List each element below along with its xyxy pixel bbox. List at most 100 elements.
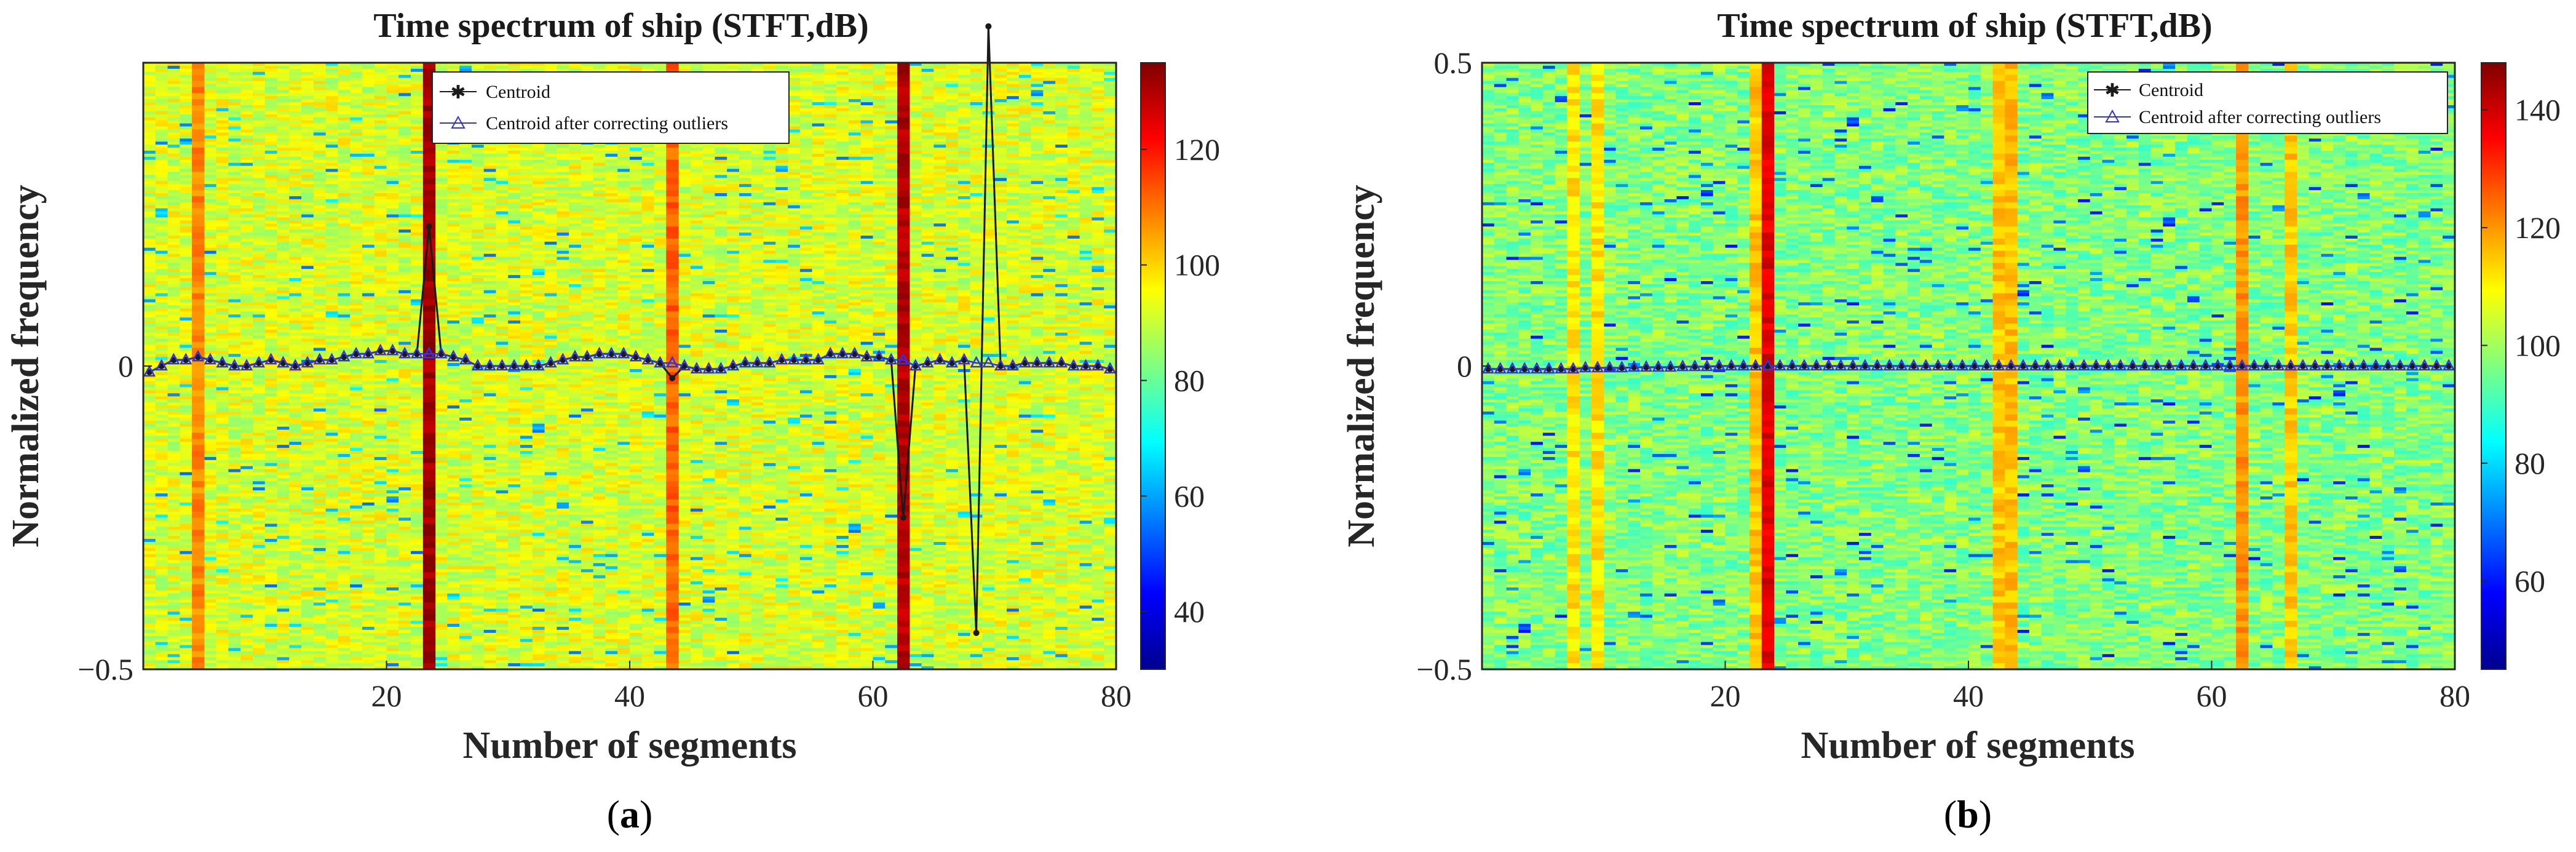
heatmap-cell xyxy=(314,539,326,543)
heatmap-cell xyxy=(362,605,375,609)
heatmap-cell xyxy=(168,654,180,658)
heatmap-cell xyxy=(350,378,362,382)
heatmap-cell xyxy=(240,344,253,348)
heatmap-cell xyxy=(253,645,265,649)
heatmap-cell xyxy=(253,424,265,428)
heatmap-cell xyxy=(387,272,399,276)
heatmap-cell xyxy=(143,166,156,170)
heatmap-cell xyxy=(204,584,216,588)
heatmap-cell xyxy=(156,630,168,634)
heatmap-cell xyxy=(204,233,216,236)
heatmap-cell xyxy=(350,78,362,82)
heatmap-cell xyxy=(314,233,326,236)
heatmap-cell xyxy=(277,324,290,327)
heatmap-cell xyxy=(228,442,240,445)
heatmap-cell xyxy=(240,457,253,461)
heatmap-cell xyxy=(277,563,290,567)
heatmap-cell xyxy=(326,181,338,185)
heatmap-cell xyxy=(180,524,192,527)
heatmap-cell xyxy=(314,560,326,564)
heatmap-cell xyxy=(240,175,253,178)
heatmap-cell xyxy=(350,663,362,667)
heatmap-cell xyxy=(326,297,338,300)
heatmap-cell xyxy=(314,594,326,597)
heatmap-cell xyxy=(277,463,290,467)
heatmap-cell xyxy=(338,633,350,637)
heatmap-cell xyxy=(387,430,399,434)
heatmap-cell xyxy=(180,145,192,148)
heatmap-cell xyxy=(362,624,375,627)
heatmap-cell xyxy=(168,591,180,594)
heatmap-cell xyxy=(228,415,240,418)
heatmap-cell xyxy=(240,90,253,94)
heatmap-cell xyxy=(216,542,229,546)
heatmap-cell xyxy=(375,530,387,533)
heatmap-cell xyxy=(156,245,168,249)
heatmap-cell xyxy=(350,284,362,288)
heatmap-cell xyxy=(350,457,362,461)
heatmap-cell xyxy=(375,469,387,473)
heatmap-cell xyxy=(350,360,362,364)
heatmap-cell xyxy=(168,281,180,285)
heatmap-cell xyxy=(168,108,180,112)
heatmap-cell xyxy=(156,111,168,115)
heatmap-cell xyxy=(204,242,216,245)
heatmap-cell xyxy=(350,515,362,519)
heatmap-cell xyxy=(143,90,156,94)
heatmap-cell xyxy=(326,72,338,76)
heatmap-cell xyxy=(228,572,240,576)
heatmap-cell xyxy=(350,475,362,479)
heatmap-cell xyxy=(301,117,314,121)
heatmap-cell xyxy=(265,554,277,558)
heatmap-cell xyxy=(143,500,156,503)
heatmap-cell xyxy=(143,275,156,279)
heatmap-cell xyxy=(314,500,326,503)
heatmap-cell xyxy=(180,157,192,161)
heatmap-cell xyxy=(265,290,277,294)
heatmap-cell xyxy=(277,515,290,519)
heatmap-cell xyxy=(216,263,229,266)
heatmap-cell xyxy=(216,478,229,482)
heatmap-cell xyxy=(265,542,277,546)
heatmap-cell xyxy=(143,378,156,382)
heatmap-cell xyxy=(204,369,216,373)
heatmap-cell xyxy=(228,618,240,621)
heatmap-cell xyxy=(314,439,326,442)
heatmap-cell xyxy=(228,124,240,127)
heatmap-cell xyxy=(240,205,253,209)
heatmap-cell xyxy=(228,569,240,573)
heatmap-cell xyxy=(240,618,253,621)
heatmap-cell xyxy=(301,621,314,624)
heatmap-cell xyxy=(240,127,253,130)
heatmap-cell xyxy=(387,293,399,297)
heatmap-cell xyxy=(253,324,265,327)
heatmap-cell xyxy=(253,460,265,464)
heatmap-cell xyxy=(387,636,399,640)
heatmap-cell xyxy=(338,199,350,203)
heatmap-cell xyxy=(338,603,350,607)
heatmap-cell xyxy=(228,648,240,651)
heatmap-cell xyxy=(180,260,192,263)
heatmap-cell xyxy=(301,229,314,233)
heatmap-cell xyxy=(143,317,156,321)
heatmap-cell xyxy=(168,657,180,661)
heatmap-cell xyxy=(180,490,192,494)
heatmap-cell xyxy=(143,187,156,191)
heatmap-cell xyxy=(253,317,265,321)
heatmap-cell xyxy=(216,242,229,245)
heatmap-cell xyxy=(338,642,350,646)
heatmap-cell xyxy=(180,651,192,655)
heatmap-cell xyxy=(156,424,168,428)
heatmap-cell xyxy=(301,187,314,191)
heatmap-cell xyxy=(350,408,362,412)
heatmap-cell xyxy=(301,199,314,203)
heatmap-cell xyxy=(228,187,240,191)
heatmap-cell xyxy=(253,81,265,85)
heatmap-cell xyxy=(375,660,387,664)
heatmap-cell xyxy=(277,578,290,582)
heatmap-cell xyxy=(289,229,301,233)
heatmap-cell xyxy=(265,333,277,336)
heatmap-cell xyxy=(326,412,338,415)
heatmap-cell xyxy=(240,506,253,509)
heatmap-cell xyxy=(314,660,326,664)
